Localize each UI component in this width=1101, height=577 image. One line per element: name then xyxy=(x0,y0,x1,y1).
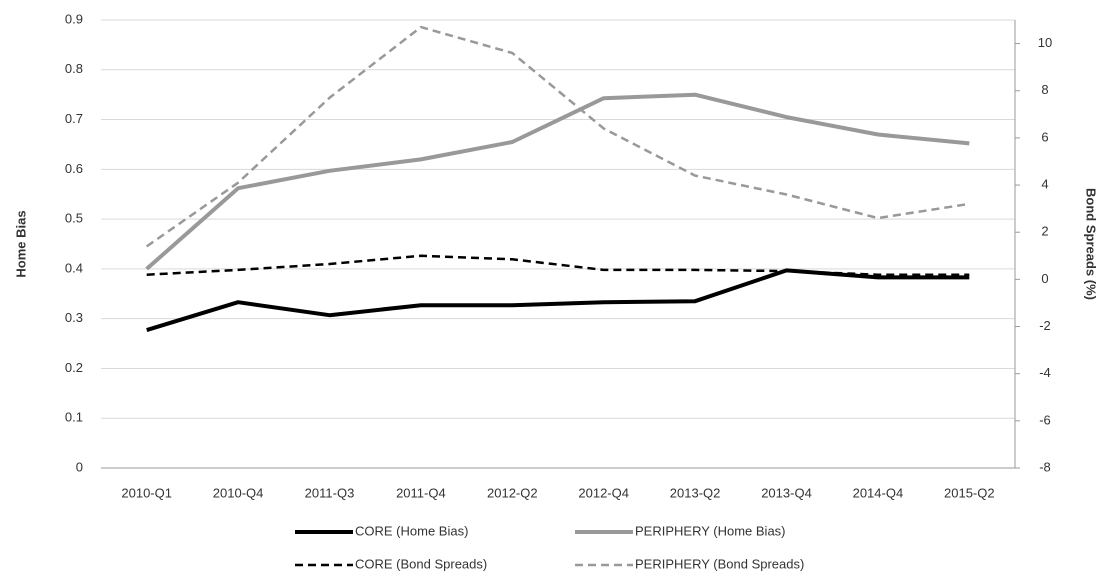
x-tick-label: 2012-Q4 xyxy=(578,485,629,500)
legend-label: CORE (Home Bias) xyxy=(355,523,468,538)
y-tick-label: 0.6 xyxy=(65,161,83,176)
y-tick-label: 0.1 xyxy=(65,410,83,425)
y-tick-label: 0.5 xyxy=(65,211,83,226)
y-tick-label: 0.8 xyxy=(65,61,83,76)
series-line xyxy=(146,268,970,333)
x-tick-label: 2013-Q4 xyxy=(761,485,812,500)
y2-tick-label: -4 xyxy=(1039,365,1051,380)
x-tick-label: 2010-Q4 xyxy=(213,485,264,500)
series-line xyxy=(146,254,970,276)
y-tick-label: 0.7 xyxy=(65,111,83,126)
y2-tick-label: -8 xyxy=(1039,459,1051,474)
x-tick-label: 2011-Q3 xyxy=(305,485,355,500)
y-axis-title: Home Bias xyxy=(13,210,28,277)
y2-tick-label: 6 xyxy=(1041,129,1048,144)
series-line xyxy=(145,25,970,248)
y2-tick-label: 10 xyxy=(1038,35,1052,50)
y2-tick-label: -2 xyxy=(1039,318,1051,333)
y2-axis-title: Bond Spreads (%) xyxy=(1084,188,1099,300)
x-tick-label: 2011-Q4 xyxy=(396,485,446,500)
y2-tick-label: 8 xyxy=(1041,82,1048,97)
y2-tick-label: 2 xyxy=(1041,224,1048,239)
x-tick-label: 2010-Q1 xyxy=(121,485,172,500)
series-line xyxy=(145,92,970,271)
y-tick-label: 0 xyxy=(76,459,83,474)
y-tick-label: 0.3 xyxy=(65,310,83,325)
y-tick-label: 0.4 xyxy=(65,260,83,275)
y2-tick-label: 0 xyxy=(1041,271,1048,286)
x-tick-label: 2015-Q2 xyxy=(944,485,995,500)
x-tick-label: 2013-Q2 xyxy=(670,485,721,500)
y2-tick-label: 4 xyxy=(1041,176,1048,191)
x-tick-label: 2012-Q2 xyxy=(487,485,538,500)
legend-label: PERIPHERY (Home Bias) xyxy=(635,523,786,538)
legend-label: PERIPHERY (Bond Spreads) xyxy=(635,556,804,571)
y-tick-label: 0.9 xyxy=(65,11,83,26)
y-tick-label: 0.2 xyxy=(65,360,83,375)
x-tick-label: 2014-Q4 xyxy=(853,485,904,500)
y2-tick-label: -6 xyxy=(1039,412,1051,427)
legend-label: CORE (Bond Spreads) xyxy=(355,556,487,571)
